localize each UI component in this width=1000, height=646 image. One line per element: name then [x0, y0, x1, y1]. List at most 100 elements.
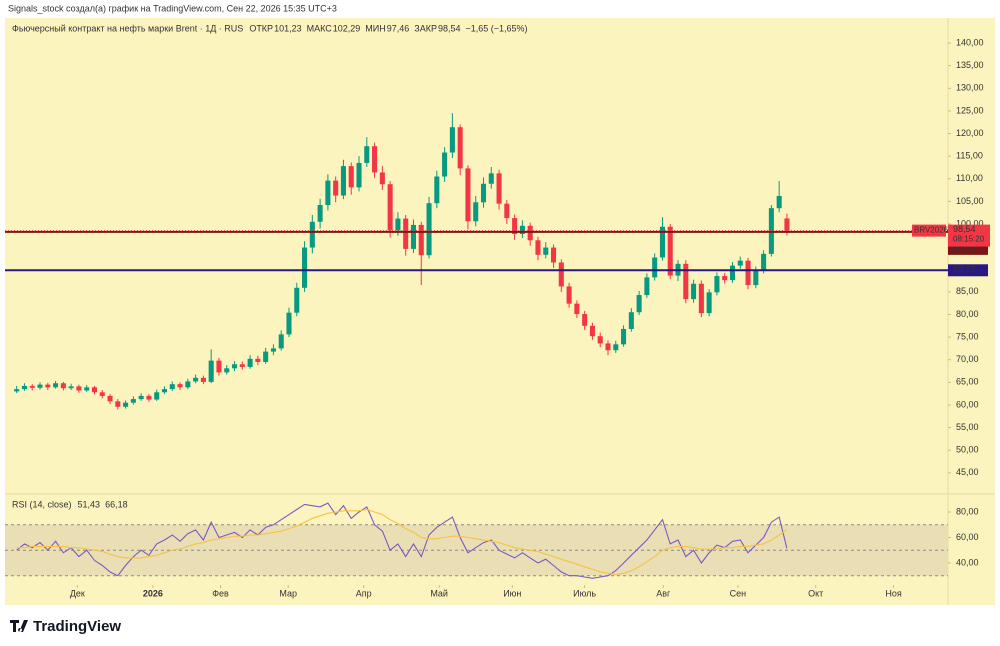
candle-body [652, 257, 658, 278]
y-tick-label: 60,00 [956, 399, 979, 409]
candle-body [465, 168, 471, 222]
candle-body [302, 247, 308, 288]
candle-body [372, 146, 378, 173]
candle-body [535, 240, 541, 255]
x-tick-label: Сен [730, 588, 747, 598]
x-tick-label: Окт [808, 588, 823, 598]
candle-body [776, 195, 782, 209]
candle-body [107, 395, 113, 402]
y-tick-label: 75,00 [956, 331, 979, 341]
x-tick-label: Июль [573, 588, 596, 598]
countdown: 08:15:20 [953, 235, 985, 244]
candle-body [208, 360, 214, 382]
candle-body [519, 225, 525, 234]
rsi-line [16, 508, 788, 575]
candle-body [200, 377, 206, 382]
candle-body [698, 283, 704, 314]
candle-body [761, 253, 767, 271]
y-tick-label: 50,00 [956, 445, 979, 455]
candle-body [177, 384, 183, 388]
x-tick-label: Апр [356, 588, 372, 598]
candle-body [543, 247, 549, 255]
candle-body [255, 358, 261, 362]
legend-value: 101,23 [274, 23, 302, 33]
candle-body [53, 383, 59, 388]
x-tick-label: Ноя [885, 588, 902, 598]
legend-value: 97,46 [387, 23, 410, 33]
chart-bg [5, 18, 995, 605]
candle-body [722, 276, 728, 281]
candle-body [286, 312, 292, 335]
rsi-line [16, 502, 788, 579]
candle-body [442, 152, 448, 177]
candle-body [527, 225, 533, 241]
logo [10, 620, 28, 632]
candle-body [628, 312, 634, 329]
candle-body [659, 226, 665, 258]
y-tick-label: 65,00 [956, 377, 979, 387]
y-tick-label: 105,00 [956, 196, 984, 206]
rsi-band [5, 524, 948, 576]
x-tick-label: Фев [212, 588, 229, 598]
candle-body [667, 226, 673, 276]
candle-body [449, 127, 455, 153]
y-tick-label: 125,00 [956, 105, 984, 115]
candle-body [45, 384, 51, 388]
candle-body [745, 260, 751, 286]
candle-body [691, 283, 697, 300]
candle-body [115, 401, 121, 407]
candle-body [636, 295, 642, 313]
candle-body [753, 270, 759, 286]
candle-body [403, 218, 409, 249]
candle-body [434, 176, 440, 204]
candle-body [426, 203, 432, 256]
candle-body [325, 180, 331, 206]
x-tick-label: Май [430, 588, 448, 598]
candle-body [60, 383, 66, 389]
candle-body [123, 402, 129, 407]
candle-body [340, 166, 346, 196]
candle-body [418, 224, 424, 256]
candle-body [558, 262, 564, 287]
brand: TradingView [33, 618, 121, 635]
candle-body [294, 287, 300, 313]
candle-body [379, 172, 385, 185]
candle-body [146, 395, 152, 400]
candle-body [621, 328, 627, 345]
candle-body [683, 263, 689, 300]
candle-body [356, 162, 362, 188]
y-tick-label: 80,00 [956, 309, 979, 319]
y-tick-label: 135,00 [956, 60, 984, 70]
candle-body [270, 348, 276, 352]
candle-body [480, 183, 487, 203]
legend-value: 102,29 [333, 23, 361, 33]
candle-body [574, 303, 580, 315]
candle-body [706, 292, 712, 314]
candle-body [613, 344, 619, 351]
candle-body [99, 392, 105, 396]
candle-body [161, 389, 168, 393]
candle-body [605, 343, 611, 351]
last-price-label: 98,54 [953, 224, 976, 234]
candle-body [29, 385, 35, 388]
candle-body [193, 377, 199, 382]
candle-body [496, 173, 502, 204]
y-tick-label: 130,00 [956, 83, 984, 93]
candle-body [309, 221, 315, 248]
candle-body [37, 384, 43, 388]
candle-body [68, 386, 74, 389]
candle-body [76, 386, 82, 391]
candle-body [169, 384, 175, 390]
candle-body [729, 265, 736, 281]
rsi-tick-label: 80,00 [956, 506, 979, 516]
candle-body [387, 184, 393, 231]
candle-body [512, 218, 518, 234]
y-tick-label: 120,00 [956, 128, 984, 138]
x-tick-label: 2026 [143, 588, 163, 598]
candle-body [737, 260, 743, 266]
last-price-tag [948, 224, 990, 247]
candle-body [224, 368, 230, 373]
legend-title: Фьючерсный контракт на нефть марки Brent… [12, 23, 243, 33]
y-tick-label: 70,00 [956, 354, 979, 364]
